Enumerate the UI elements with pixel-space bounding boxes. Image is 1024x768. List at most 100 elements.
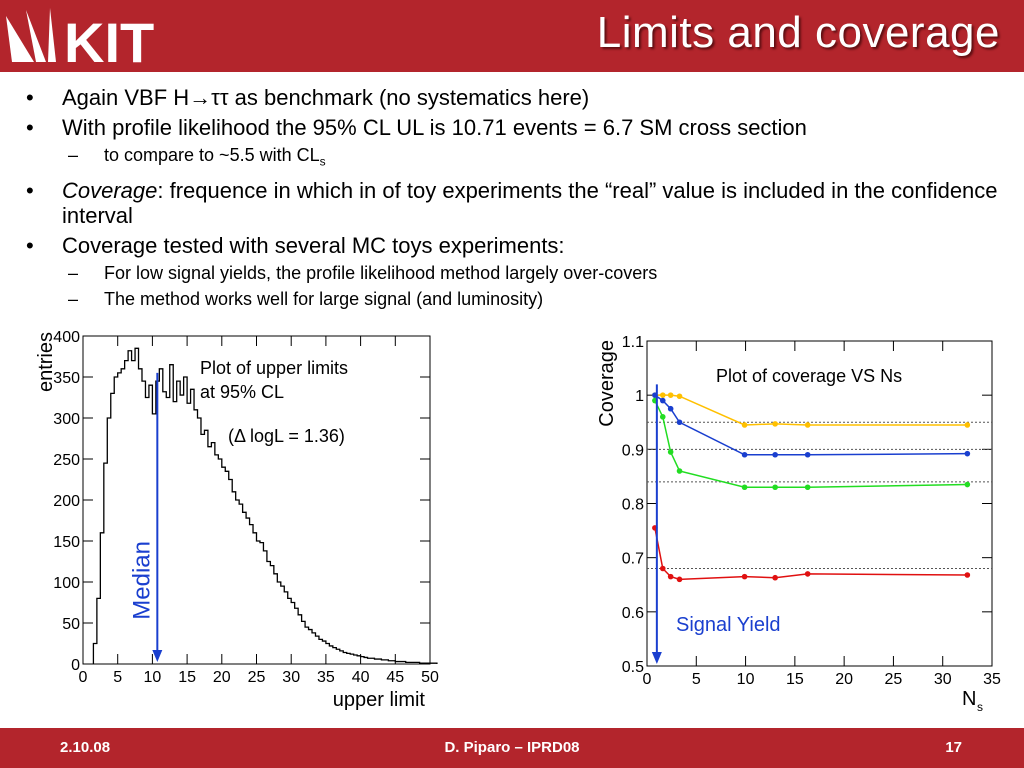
x-tick-label: 10 [737, 671, 755, 688]
bullet-dash-icon: – [68, 288, 79, 309]
bullet-text: Again VBF H→ττ as benchmark (no systemat… [62, 85, 590, 110]
bullet-item: – The method works well for large signal … [22, 288, 1002, 310]
bullet-dash-icon: – [68, 262, 79, 283]
annotation-title: Plot of coverage VS Ns [716, 366, 902, 386]
bullet-dot-icon: • [26, 232, 34, 258]
median-label: Median [128, 541, 155, 620]
data-point [676, 393, 683, 400]
x-tick-label: 5 [692, 671, 701, 688]
data-point [772, 451, 778, 458]
bullet-dot-icon: • [26, 177, 34, 203]
signal-arrowhead-icon [651, 652, 662, 664]
kit-logo: KIT [6, 8, 154, 72]
bullet-dot-icon: • [26, 115, 34, 140]
data-point [667, 449, 674, 455]
x-tick-label: 10 [144, 669, 162, 686]
data-point [964, 422, 971, 428]
x-tick-label: 30 [282, 669, 300, 686]
annotation-subtitle: at 95% CL [200, 382, 284, 402]
data-point [772, 574, 778, 581]
bullet-text: Coverage tested with several MC toys exp… [62, 232, 565, 258]
bullet-item: – to compare to ~5.5 with CLs [22, 144, 1002, 173]
y-tick-label: 1 [635, 388, 644, 405]
data-point [667, 573, 674, 580]
bullet-item: • Coverage: frequence in which in of toy … [22, 178, 1002, 228]
x-axis-label: N [962, 688, 976, 710]
bullet-text: For low signal yields, the profile likel… [104, 262, 658, 283]
y-axis-label: entries [35, 332, 57, 392]
data-point [741, 422, 748, 428]
x-axis-label: upper limit [333, 689, 426, 711]
data-point [964, 450, 971, 457]
x-tick-label: 0 [79, 669, 88, 686]
x-tick-label: 35 [317, 669, 335, 686]
y-tick-label: 0.6 [622, 605, 644, 622]
x-axis-label-subscript: s [977, 700, 983, 714]
x-tick-label: 30 [934, 671, 952, 688]
upper-limit-histogram: 0 5 10 15 20 25 30 35 40 45 50 0 50 100 150 200 250 300 35… [35, 329, 439, 711]
y-tick-label: 250 [53, 452, 80, 469]
data-point [804, 451, 811, 458]
x-tick-label: 20 [835, 671, 853, 688]
footer-page-number: 17 [945, 739, 962, 756]
y-tick-label: 150 [53, 534, 80, 551]
data-point [741, 573, 748, 580]
bullet-list: • Again VBF H→ττ as benchmark (no systema… [22, 80, 1002, 310]
data-point [741, 484, 748, 491]
data-point [676, 468, 683, 474]
x-tick-label: 20 [213, 669, 231, 686]
bullet-text: With profile likelihood the 95% CL UL is… [62, 115, 807, 140]
y-axis-label: Coverage [596, 340, 618, 427]
y-tick-label: 350 [53, 370, 80, 387]
coverage-series-line [654, 394, 968, 426]
footer-author: D. Piparo – IPRD08 [444, 739, 580, 756]
data-point [676, 576, 683, 583]
bullet-item: – For low signal yields, the profile like… [22, 262, 1002, 284]
bullet-dash-icon: – [68, 145, 79, 165]
x-tick-label: 40 [352, 669, 370, 686]
data-point [964, 481, 971, 488]
slide-footer: 2.10.08 D. Piparo – IPRD08 17 [0, 728, 1024, 768]
x-tick-label: 35 [983, 671, 1001, 688]
slide-header: KIT Limits and coverage [0, 0, 1024, 72]
data-point [659, 414, 666, 420]
median-arrowhead-icon [152, 650, 163, 662]
bullet-text: The method works well for large signal (… [104, 288, 544, 309]
data-point [659, 565, 666, 572]
data-point [804, 484, 811, 491]
x-tick-label: 50 [421, 669, 439, 686]
bullet-subscript: s [319, 154, 326, 169]
bullet-text: to compare to ~5.5 with CL [104, 145, 320, 165]
data-point [659, 392, 666, 398]
kit-logo-text: KIT [64, 11, 154, 72]
annotation-title: Plot of upper limits [200, 358, 348, 378]
data-point [804, 571, 811, 577]
data-point [659, 397, 666, 404]
annotation-delta: (Δ logL = 1.36) [228, 426, 345, 446]
coverage-series-line [654, 527, 968, 581]
bullet-item: • Again VBF H→ττ as benchmark (no systema… [22, 85, 1002, 110]
x-tick-label: 15 [786, 671, 804, 688]
annotation-signal-yield: Signal Yield [676, 614, 781, 636]
y-tick-label: 0.8 [622, 497, 644, 514]
y-tick-label: 300 [53, 411, 80, 428]
x-tick-label: 25 [248, 669, 266, 686]
data-point [741, 451, 748, 458]
x-tick-label: 45 [386, 669, 404, 686]
data-point [772, 484, 778, 491]
bullet-text: : frequence in which in of toy experimen… [62, 177, 998, 228]
coverage-series-line [654, 400, 968, 488]
x-tick-label: 15 [178, 669, 196, 686]
bullet-emphasis: Coverage [62, 177, 158, 203]
x-tick-label: 5 [113, 669, 122, 686]
y-tick-label: 0.5 [622, 659, 644, 676]
coverage-plot: 0 5 10 15 20 25 30 35 0.5 0.6 0.7 0.8 0.9 1 1.1 Plot of… [596, 334, 1001, 714]
y-tick-label: 100 [53, 575, 80, 592]
footer-date: 2.10.08 [60, 739, 111, 756]
y-tick-label: 0.7 [622, 551, 644, 568]
bullet-item: • Coverage tested with several MC toys ex… [22, 233, 1002, 258]
y-tick-label: 0 [71, 657, 80, 674]
bullet-dot-icon: • [26, 85, 34, 110]
y-tick-label: 400 [53, 329, 80, 346]
data-point [804, 422, 811, 428]
